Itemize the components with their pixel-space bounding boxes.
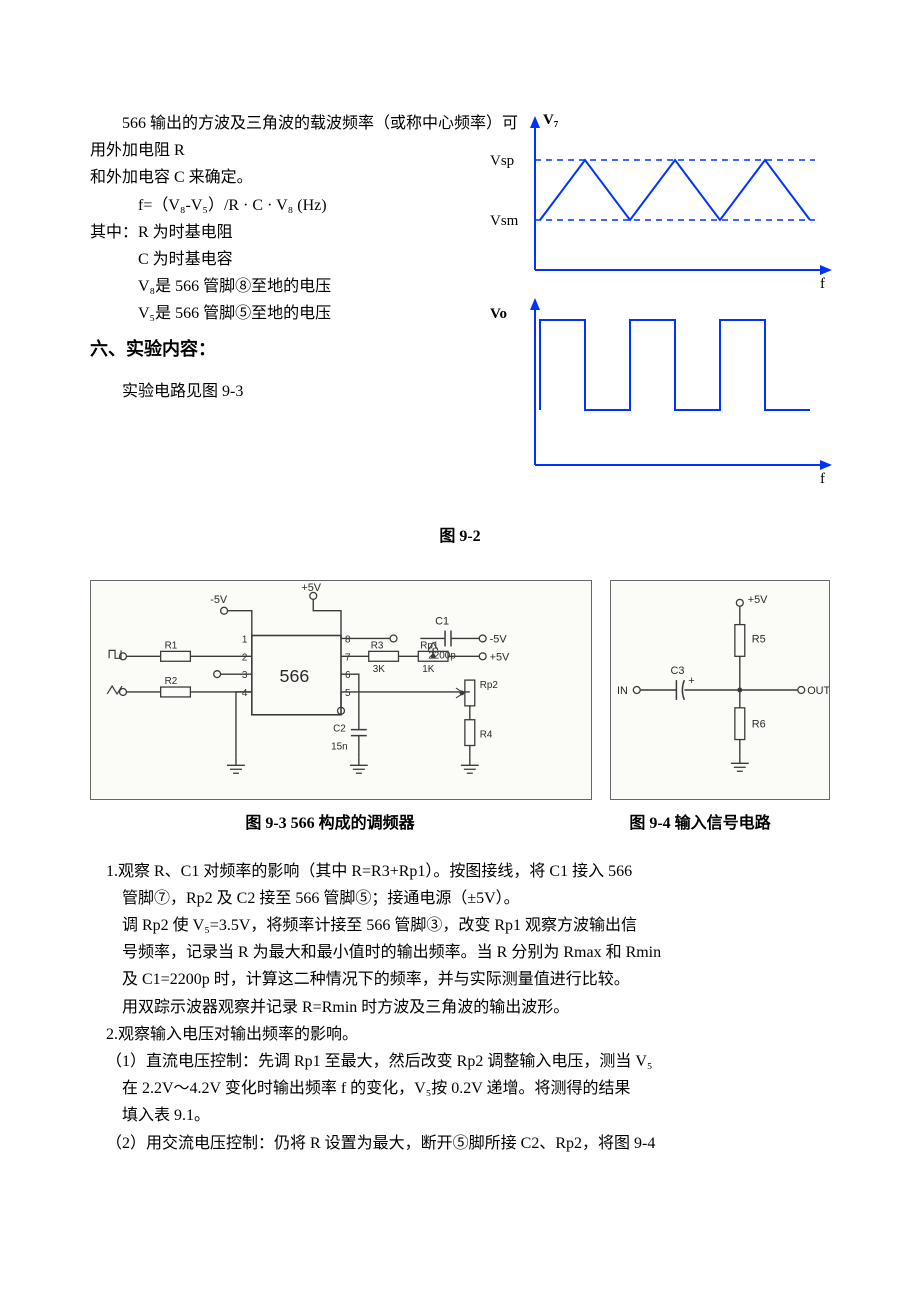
formula: f=（V₈-V₅）/R · C · V₈ (Hz) <box>90 192 520 219</box>
intro-line-2: 和外加电容 C 来确定。 <box>90 164 520 191</box>
svg-text:Rp2: Rp2 <box>480 680 498 691</box>
fig94-svg: +5V R5 IN C3 + OUT R6 <box>611 581 829 799</box>
svg-text:1: 1 <box>242 635 248 646</box>
svg-text:566: 566 <box>280 667 310 687</box>
item-2a-l2: 在 2.2V～4.2V 变化时输出频率 f 的变化，V₅按 0.2V 递增。将测… <box>90 1075 830 1102</box>
item-1-l3: 调 Rp2 使 V₅=3.5V，将频率计接至 566 管脚③，改变 Rp1 观察… <box>90 912 830 939</box>
svg-text:8: 8 <box>345 635 351 646</box>
svg-text:OUT: OUT <box>807 685 829 697</box>
svg-text:Vsp: Vsp <box>490 153 514 169</box>
svg-text:f: f <box>820 276 825 292</box>
svg-text:6: 6 <box>345 671 351 682</box>
fig93-svg: 56612348765-5V+5VC12200p-5VR33KRp11K+5VR… <box>91 581 591 799</box>
svg-text:+5V: +5V <box>748 594 768 606</box>
svg-text:5: 5 <box>345 688 351 699</box>
where-1: 其中：R 为时基电阻 <box>90 219 520 246</box>
circuit-row: 56612348765-5V+5VC12200p-5VR33KRp11K+5VR… <box>90 580 830 800</box>
svg-text:4: 4 <box>242 688 248 699</box>
svg-text:R2: R2 <box>165 677 178 688</box>
item-2a-l1: （1）直流电压控制：先调 Rp1 至最大，然后改变 Rp2 调整输入电压，测当 … <box>106 1048 830 1075</box>
svg-text:R6: R6 <box>752 719 766 731</box>
top-text-block: 566 输出的方波及三角波的载波频率（或称中心频率）可用外加电阻 R 和外加电容… <box>90 110 830 405</box>
svg-text:Vsm: Vsm <box>490 213 519 229</box>
svg-text:7: 7 <box>345 653 351 664</box>
svg-text:-5V: -5V <box>210 594 228 606</box>
svg-text:C2: C2 <box>333 724 346 735</box>
svg-text:15n: 15n <box>331 742 348 753</box>
svg-text:1K: 1K <box>422 665 435 676</box>
fig-9-2-caption: 图 9-2 <box>90 523 830 550</box>
svg-text:2: 2 <box>242 653 248 664</box>
svg-text:C1: C1 <box>435 616 449 628</box>
item-2b-l1: （2）用交流电压控制：仍将 R 设置为最大，断开⑤脚所接 C2、Rp2，将图 9… <box>106 1130 830 1157</box>
where-3: V₈是 566 管脚⑧至地的电压 <box>90 273 520 300</box>
svg-text:+: + <box>688 676 694 688</box>
item-1-l6: 用双踪示波器观察并记录 R=Rmin 时方波及三角波的输出波形。 <box>90 994 830 1021</box>
item-2-l1: 2.观察输入电压对输出频率的影响。 <box>90 1021 830 1048</box>
svg-text:f: f <box>820 471 825 487</box>
figure-9-2-chart: V₇ f Vsp Vsm Vo f <box>480 110 840 510</box>
section-6-heading: 六、实验内容： <box>90 334 520 365</box>
figure-9-4-circuit: +5V R5 IN C3 + OUT R6 <box>610 580 830 800</box>
svg-text:+5V: +5V <box>490 652 510 664</box>
svg-text:C3: C3 <box>670 666 684 678</box>
item-1-l4: 号频率，记录当 R 为最大和最小值时的输出频率。当 R 分别为 Rmax 和 R… <box>90 939 830 966</box>
svg-text:R4: R4 <box>480 730 493 741</box>
intro-line-1: 566 输出的方波及三角波的载波频率（或称中心频率）可用外加电阻 R <box>90 110 520 164</box>
fig-9-3-caption: 图 9-3 566 构成的调频器 <box>90 810 570 837</box>
svg-text:R1: R1 <box>165 641 178 652</box>
svg-text:3: 3 <box>242 671 248 682</box>
item-2a-l3: 填入表 9.1。 <box>90 1102 830 1129</box>
svg-text:-5V: -5V <box>490 634 508 646</box>
svg-text:R3: R3 <box>371 641 384 652</box>
where-4: V₅是 566 管脚⑤至地的电压 <box>90 300 520 327</box>
svg-text:R5: R5 <box>752 634 766 646</box>
body-text: 1.观察 R、C1 对频率的影响（其中 R=R3+Rp1）。按图接线，将 C1 … <box>90 858 830 1157</box>
circuit-ref: 实验电路见图 9-3 <box>90 378 520 405</box>
svg-text:Rp1: Rp1 <box>420 641 439 652</box>
item-1-l1: 1.观察 R、C1 对频率的影响（其中 R=R3+Rp1）。按图接线，将 C1 … <box>90 858 830 885</box>
figure-9-3-circuit: 56612348765-5V+5VC12200p-5VR33KRp11K+5VR… <box>90 580 592 800</box>
fig-9-4-caption: 图 9-4 输入信号电路 <box>570 810 830 837</box>
svg-text:IN: IN <box>617 685 628 697</box>
fig-caption-row: 图 9-3 566 构成的调频器 图 9-4 输入信号电路 <box>90 810 830 837</box>
svg-text:+5V: +5V <box>301 582 321 594</box>
svg-text:Vo: Vo <box>490 306 507 322</box>
item-1-l2: 管脚⑦，Rp2 及 C2 接至 566 管脚⑤；接通电源（±5V）。 <box>90 885 830 912</box>
formula-block: 566 输出的方波及三角波的载波频率（或称中心频率）可用外加电阻 R 和外加电容… <box>90 110 520 405</box>
fig92-svg: V₇ f Vsp Vsm Vo f <box>480 110 840 490</box>
svg-text:3K: 3K <box>373 665 386 676</box>
where-2: C 为时基电容 <box>90 246 520 273</box>
item-1-l5: 及 C1=2200p 时，计算这二种情况下的频率，并与实际测量值进行比较。 <box>90 966 830 993</box>
svg-text:V₇: V₇ <box>543 112 559 128</box>
